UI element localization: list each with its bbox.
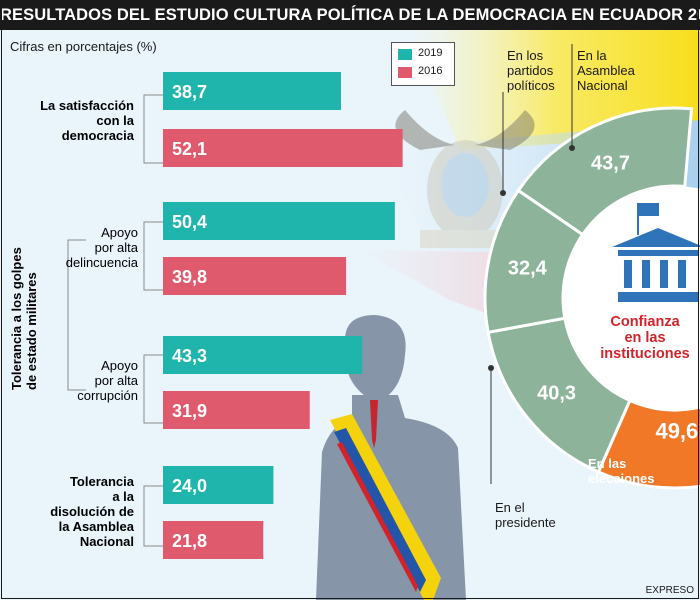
institution-building-icon	[612, 203, 700, 302]
donut-label-elecciones: En las elecciones	[588, 456, 655, 486]
bar-value-label: 21,8	[172, 531, 207, 551]
bar-2019-2	[163, 202, 395, 240]
donut-value-label: 49,6	[655, 418, 698, 443]
label-corruption: Apoyo por alta corrupción	[77, 358, 138, 403]
bar-value-label: 43,3	[172, 346, 207, 366]
legend-swatch-2019	[398, 49, 412, 60]
bar-2019-1	[163, 72, 342, 110]
bar-2016-4	[163, 521, 264, 559]
bar-value-label: 39,8	[172, 267, 207, 287]
label-satisfaction: La satisfacción con la democracia	[40, 98, 134, 143]
donut-value-label: 40,3	[537, 383, 576, 405]
label-dissolution: Tolerancia a la disolución de la Asamble…	[50, 474, 134, 549]
units-note: Cifras en porcentajes (%)	[10, 39, 157, 54]
bar-value-label: 31,9	[172, 401, 207, 421]
bar-2016-1	[163, 129, 403, 167]
credit: EXPRESO	[645, 585, 694, 596]
chart-title: RESULTADOS DEL ESTUDIO CULTURA POLÍTICA …	[0, 0, 700, 30]
donut-value-label: 32,4	[508, 258, 548, 280]
legend-swatch-2016	[398, 67, 412, 78]
tie	[370, 400, 378, 448]
bar-2016-3	[163, 391, 310, 429]
donut-label-partidos: En los partidos políticos	[507, 48, 555, 93]
donut-value-label: 43,7	[591, 152, 630, 174]
bar-value-label: 52,1	[172, 139, 207, 159]
donut-label-presidente: En el presidente	[495, 500, 556, 530]
bracket-lines	[67, 94, 163, 547]
label-crime: Apoyo por alta delincuencia	[65, 225, 138, 270]
donut-center-title: Confianza en las instituciones	[600, 314, 690, 362]
label-tolerance-coup: Tolerancia a los golpes de estado milita…	[9, 247, 39, 390]
bar-2019-3	[163, 336, 363, 374]
coat-of-arms-icon	[395, 110, 535, 248]
bar-value-label: 50,4	[172, 212, 207, 232]
donut-chart: 43,7 32,4 40,3 49,6	[483, 44, 700, 490]
sash-red-stripe	[337, 442, 418, 592]
donut-label-asamblea: En la Asamblea Nacional	[577, 48, 635, 93]
sash-blue-stripe	[334, 428, 426, 592]
legend-label-2016: 2016	[418, 65, 443, 77]
legend-label-2019: 2019	[418, 47, 443, 59]
bar-value-label: 38,7	[172, 82, 207, 102]
bar-2016-2	[163, 257, 347, 295]
bar-2019-4	[163, 466, 274, 504]
bar-value-label: 24,0	[172, 476, 207, 496]
donut-leader-dots	[488, 145, 575, 371]
legend: 2019 2016	[391, 42, 455, 86]
